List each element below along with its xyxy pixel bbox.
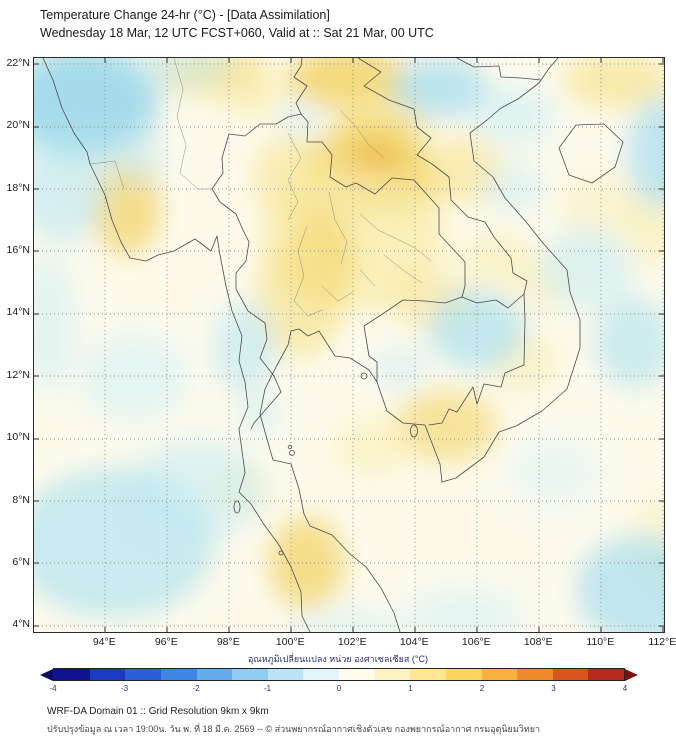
lon-tick-label: 110°E <box>586 636 615 648</box>
map-canvas <box>9 44 676 657</box>
colorbar-segment <box>232 669 268 680</box>
lat-tick-label: 20°N <box>6 119 30 132</box>
colorbar-tick-label: 2 <box>479 684 485 693</box>
colorbar-segment <box>160 669 197 680</box>
lon-tick-label: 106°E <box>461 636 491 648</box>
lon-tick-label: 102°E <box>337 636 367 648</box>
lat-tick-label: 6°N <box>12 555 30 568</box>
colorbar-segment <box>196 669 233 680</box>
colorbar-tick-label: -3 <box>120 684 129 693</box>
colorbar-body <box>53 668 625 681</box>
colorbar-segment <box>125 669 161 680</box>
temperature-field-layer <box>9 44 676 657</box>
lon-tick-label: 94°E <box>92 636 116 648</box>
colorbar-title: อุณหภูมิเปลี่ยนแปลง หน่วย องศาเซลเซียส (… <box>248 654 428 664</box>
colorbar <box>40 668 638 681</box>
colorbar-segment <box>374 669 411 680</box>
footer-domain-info: WRF-DA Domain 01 :: Grid Resolution 9km … <box>47 706 269 717</box>
colorbar-tick-label: 0 <box>336 684 342 693</box>
colorbar-segment <box>303 669 339 680</box>
coastline-east <box>259 57 581 633</box>
colorbar-segment <box>410 669 446 680</box>
colorbar-segment <box>552 669 589 680</box>
hainan-island <box>558 123 624 184</box>
colorbar-right-arrow <box>625 668 638 681</box>
colorbar-tick-label: 4 <box>622 684 628 693</box>
colorbar-segment <box>339 669 375 680</box>
map-title: Temperature Change 24-hr (°C) - [Data As… <box>40 8 330 22</box>
lon-tick-label: 96°E <box>154 636 178 648</box>
lon-tick-label: 98°E <box>216 636 240 648</box>
colorbar-tick-label: -2 <box>192 684 200 693</box>
colorbar-left-arrow <box>40 668 53 681</box>
border-laos-vietnam <box>357 57 528 295</box>
border-cambodia-laos <box>461 293 525 309</box>
colorbar-tick-label: 1 <box>408 684 413 693</box>
lat-tick-label: 8°N <box>12 493 30 506</box>
lon-tick-label: 108°E <box>523 636 553 648</box>
colorbar-tick-label: -1 <box>263 684 272 693</box>
province-borders <box>89 57 432 317</box>
lat-tick-label: 14°N <box>6 306 30 319</box>
tick-marks <box>34 58 664 632</box>
coastline-west <box>42 57 311 633</box>
lon-tick-label: 104°E <box>399 636 429 648</box>
lat-tick-label: 12°N <box>6 368 30 381</box>
colorbar-segment <box>89 669 126 680</box>
lat-tick-label: 22°N <box>6 56 30 69</box>
footer-update-info: ปรับปรุงข้อมูล ณ เวลา 19:00น. วัน พ. ที่… <box>47 724 541 734</box>
border-vietnam-china <box>456 57 542 81</box>
colorbar-tick-label: 3 <box>551 684 556 693</box>
map-svg <box>9 44 676 657</box>
border-cambodia-vietnam <box>428 293 526 426</box>
colorbar-segment <box>54 669 90 680</box>
border-myanmar-laos <box>293 57 308 115</box>
colorbar-segment <box>588 669 624 680</box>
colorbar-segment <box>445 669 482 680</box>
lat-tick-label: 16°N <box>6 243 30 256</box>
lat-tick-label: 18°N <box>6 181 30 194</box>
colorbar-tick-label: -4 <box>49 684 57 693</box>
lat-tick-label: 10°N <box>6 431 30 444</box>
lat-tick-label: 4°N <box>12 618 30 631</box>
border-thailand-cambodia <box>363 296 463 383</box>
colorbar-segment <box>481 669 518 680</box>
borders-layer <box>42 57 624 633</box>
lon-tick-label: 112°E <box>648 636 676 648</box>
gridlines-layer <box>34 58 664 632</box>
colorbar-segment <box>267 669 304 680</box>
colorbar-segment <box>517 669 553 680</box>
border-thailand-laos <box>300 113 466 298</box>
small-islands <box>233 372 418 556</box>
border-myanmar-thailand <box>211 113 302 430</box>
lon-tick-label: 100°E <box>275 636 305 648</box>
map-subtitle: Wednesday 18 Mar, 12 UTC FCST+060, Valid… <box>40 26 434 40</box>
